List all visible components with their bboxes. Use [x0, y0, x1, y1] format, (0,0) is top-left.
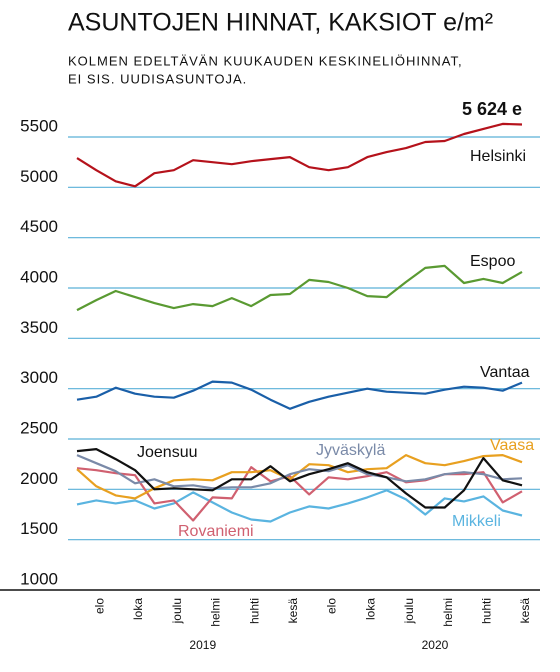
series-label: Jyväskylä [316, 442, 385, 459]
series-label: Mikkeli [452, 513, 501, 530]
y-tick-label: 4500 [20, 217, 58, 236]
annotation: 5 624 e [462, 99, 522, 119]
subtitle: KOLMEN EDELTÄVÄN KUUKAUDEN KESKINELIÖHIN… [68, 53, 463, 68]
y-tick-label: 1000 [20, 569, 58, 588]
y-tick-label: 3000 [20, 368, 58, 387]
x-tick-label: huhti [247, 598, 261, 624]
y-tick-label: 3500 [20, 318, 58, 337]
series-label: Helsinki [470, 148, 526, 165]
subtitle: EI SIS. UUDISASUNTOJA. [68, 71, 247, 86]
series-line [76, 448, 523, 509]
x-tick-label: elo [325, 598, 339, 614]
series-label: Espoo [470, 253, 515, 270]
x-tick-label: elo [93, 598, 107, 614]
series-line [76, 489, 523, 523]
series-line [76, 122, 523, 188]
year-label: 2020 [422, 638, 449, 652]
series-line [76, 264, 523, 312]
series-line [76, 380, 523, 410]
x-tick-label: kesä [286, 598, 300, 624]
chart-title: ASUNTOJEN HINNAT, KAKSIOT e/m² [68, 9, 493, 37]
year-label: 2019 [189, 638, 216, 652]
y-tick-label: 2500 [20, 418, 58, 437]
series-label: Vaasa [490, 437, 534, 454]
y-tick-label: 5500 [20, 116, 58, 135]
x-tick-label: helmi [441, 598, 455, 627]
x-tick-label: loka [363, 598, 377, 620]
x-tick-label: kesä [518, 598, 532, 624]
x-tick-label: helmi [209, 598, 223, 627]
series-label: Rovaniemi [178, 523, 254, 540]
x-tick-label: joulu [170, 598, 184, 624]
x-tick-label: huhti [480, 598, 494, 624]
y-tick-label: 5000 [20, 167, 58, 186]
series-label: Vantaa [480, 364, 530, 381]
series-line [76, 454, 523, 490]
y-tick-label: 1500 [20, 519, 58, 538]
y-tick-label: 2000 [20, 469, 58, 488]
x-tick-label: joulu [402, 598, 416, 624]
series-label: Joensuu [137, 444, 198, 461]
y-tick-label: 4000 [20, 267, 58, 286]
x-tick-label: loka [131, 598, 145, 620]
